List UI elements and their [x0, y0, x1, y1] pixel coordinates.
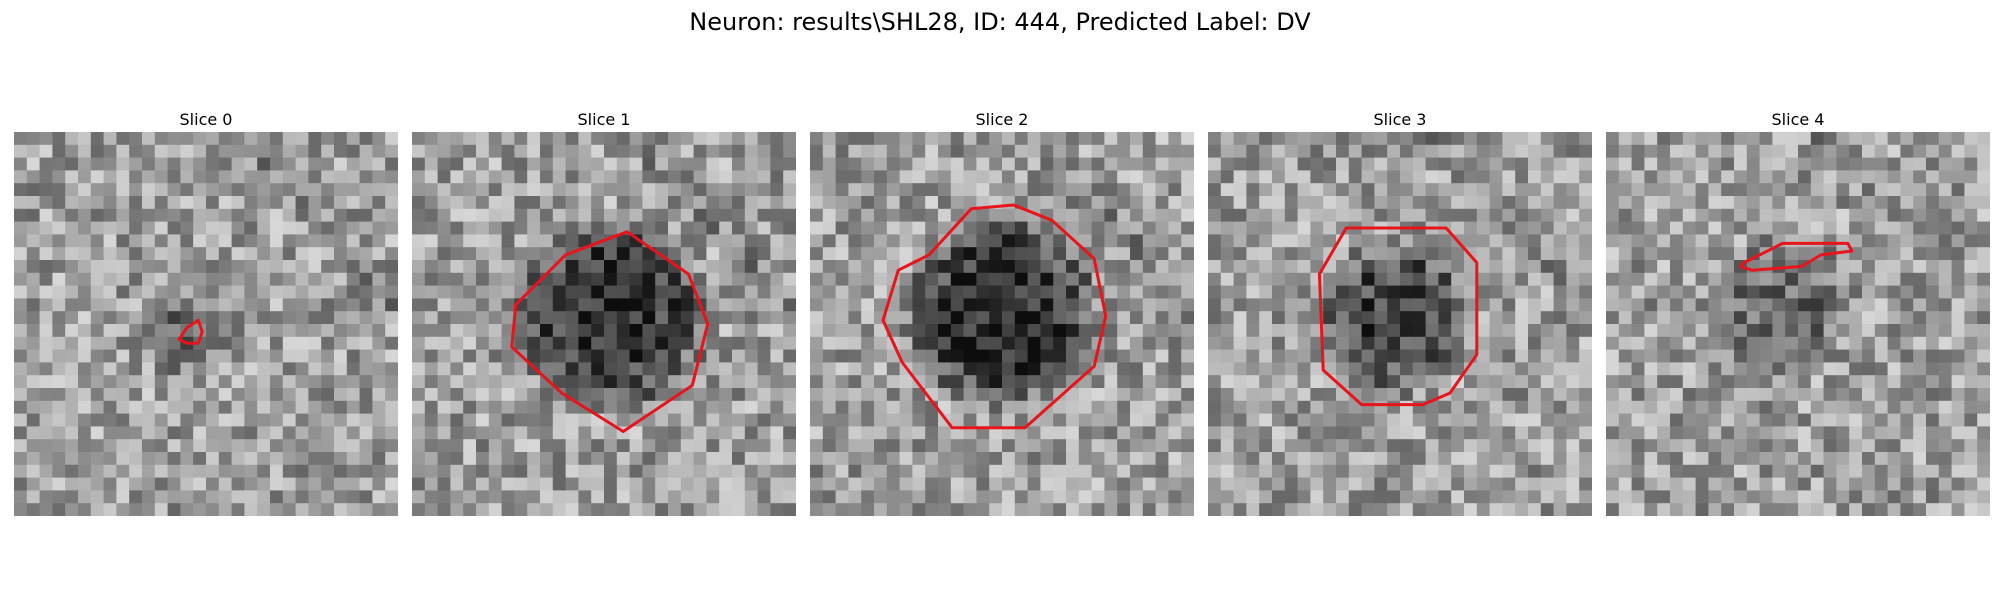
slice-panel-3: Slice 3 — [1208, 108, 1592, 516]
pixel-grid — [14, 132, 398, 516]
slice-title-1: Slice 1 — [577, 110, 631, 129]
slice-image-3 — [1208, 132, 1592, 516]
slice-title-0: Slice 0 — [179, 110, 233, 129]
neuron-contour — [510, 230, 710, 433]
pixel-grid — [412, 132, 796, 516]
slice-image-0 — [14, 132, 398, 516]
neuron-contour — [1317, 226, 1479, 407]
slice-panel-2: Slice 2 — [810, 108, 1194, 516]
slice-panel-1: Slice 1 — [412, 108, 796, 516]
neuron-contour — [1738, 241, 1854, 272]
pixel-grid — [810, 132, 1194, 516]
slice-title-4: Slice 4 — [1771, 110, 1825, 129]
slice-panel-0: Slice 0 — [14, 108, 398, 516]
neuron-contour — [881, 203, 1108, 430]
slice-panel-4: Slice 4 — [1606, 108, 1990, 516]
slice-image-2 — [810, 132, 1194, 516]
neuron-contour — [177, 318, 204, 345]
slice-image-1 — [412, 132, 796, 516]
figure-title: Neuron: results\SHL28, ID: 444, Predicte… — [689, 8, 1311, 36]
slice-image-4 — [1606, 132, 1990, 516]
pixel-grid — [1606, 132, 1990, 516]
slice-title-3: Slice 3 — [1373, 110, 1427, 129]
pixel-grid — [1208, 132, 1592, 516]
slice-title-2: Slice 2 — [975, 110, 1029, 129]
